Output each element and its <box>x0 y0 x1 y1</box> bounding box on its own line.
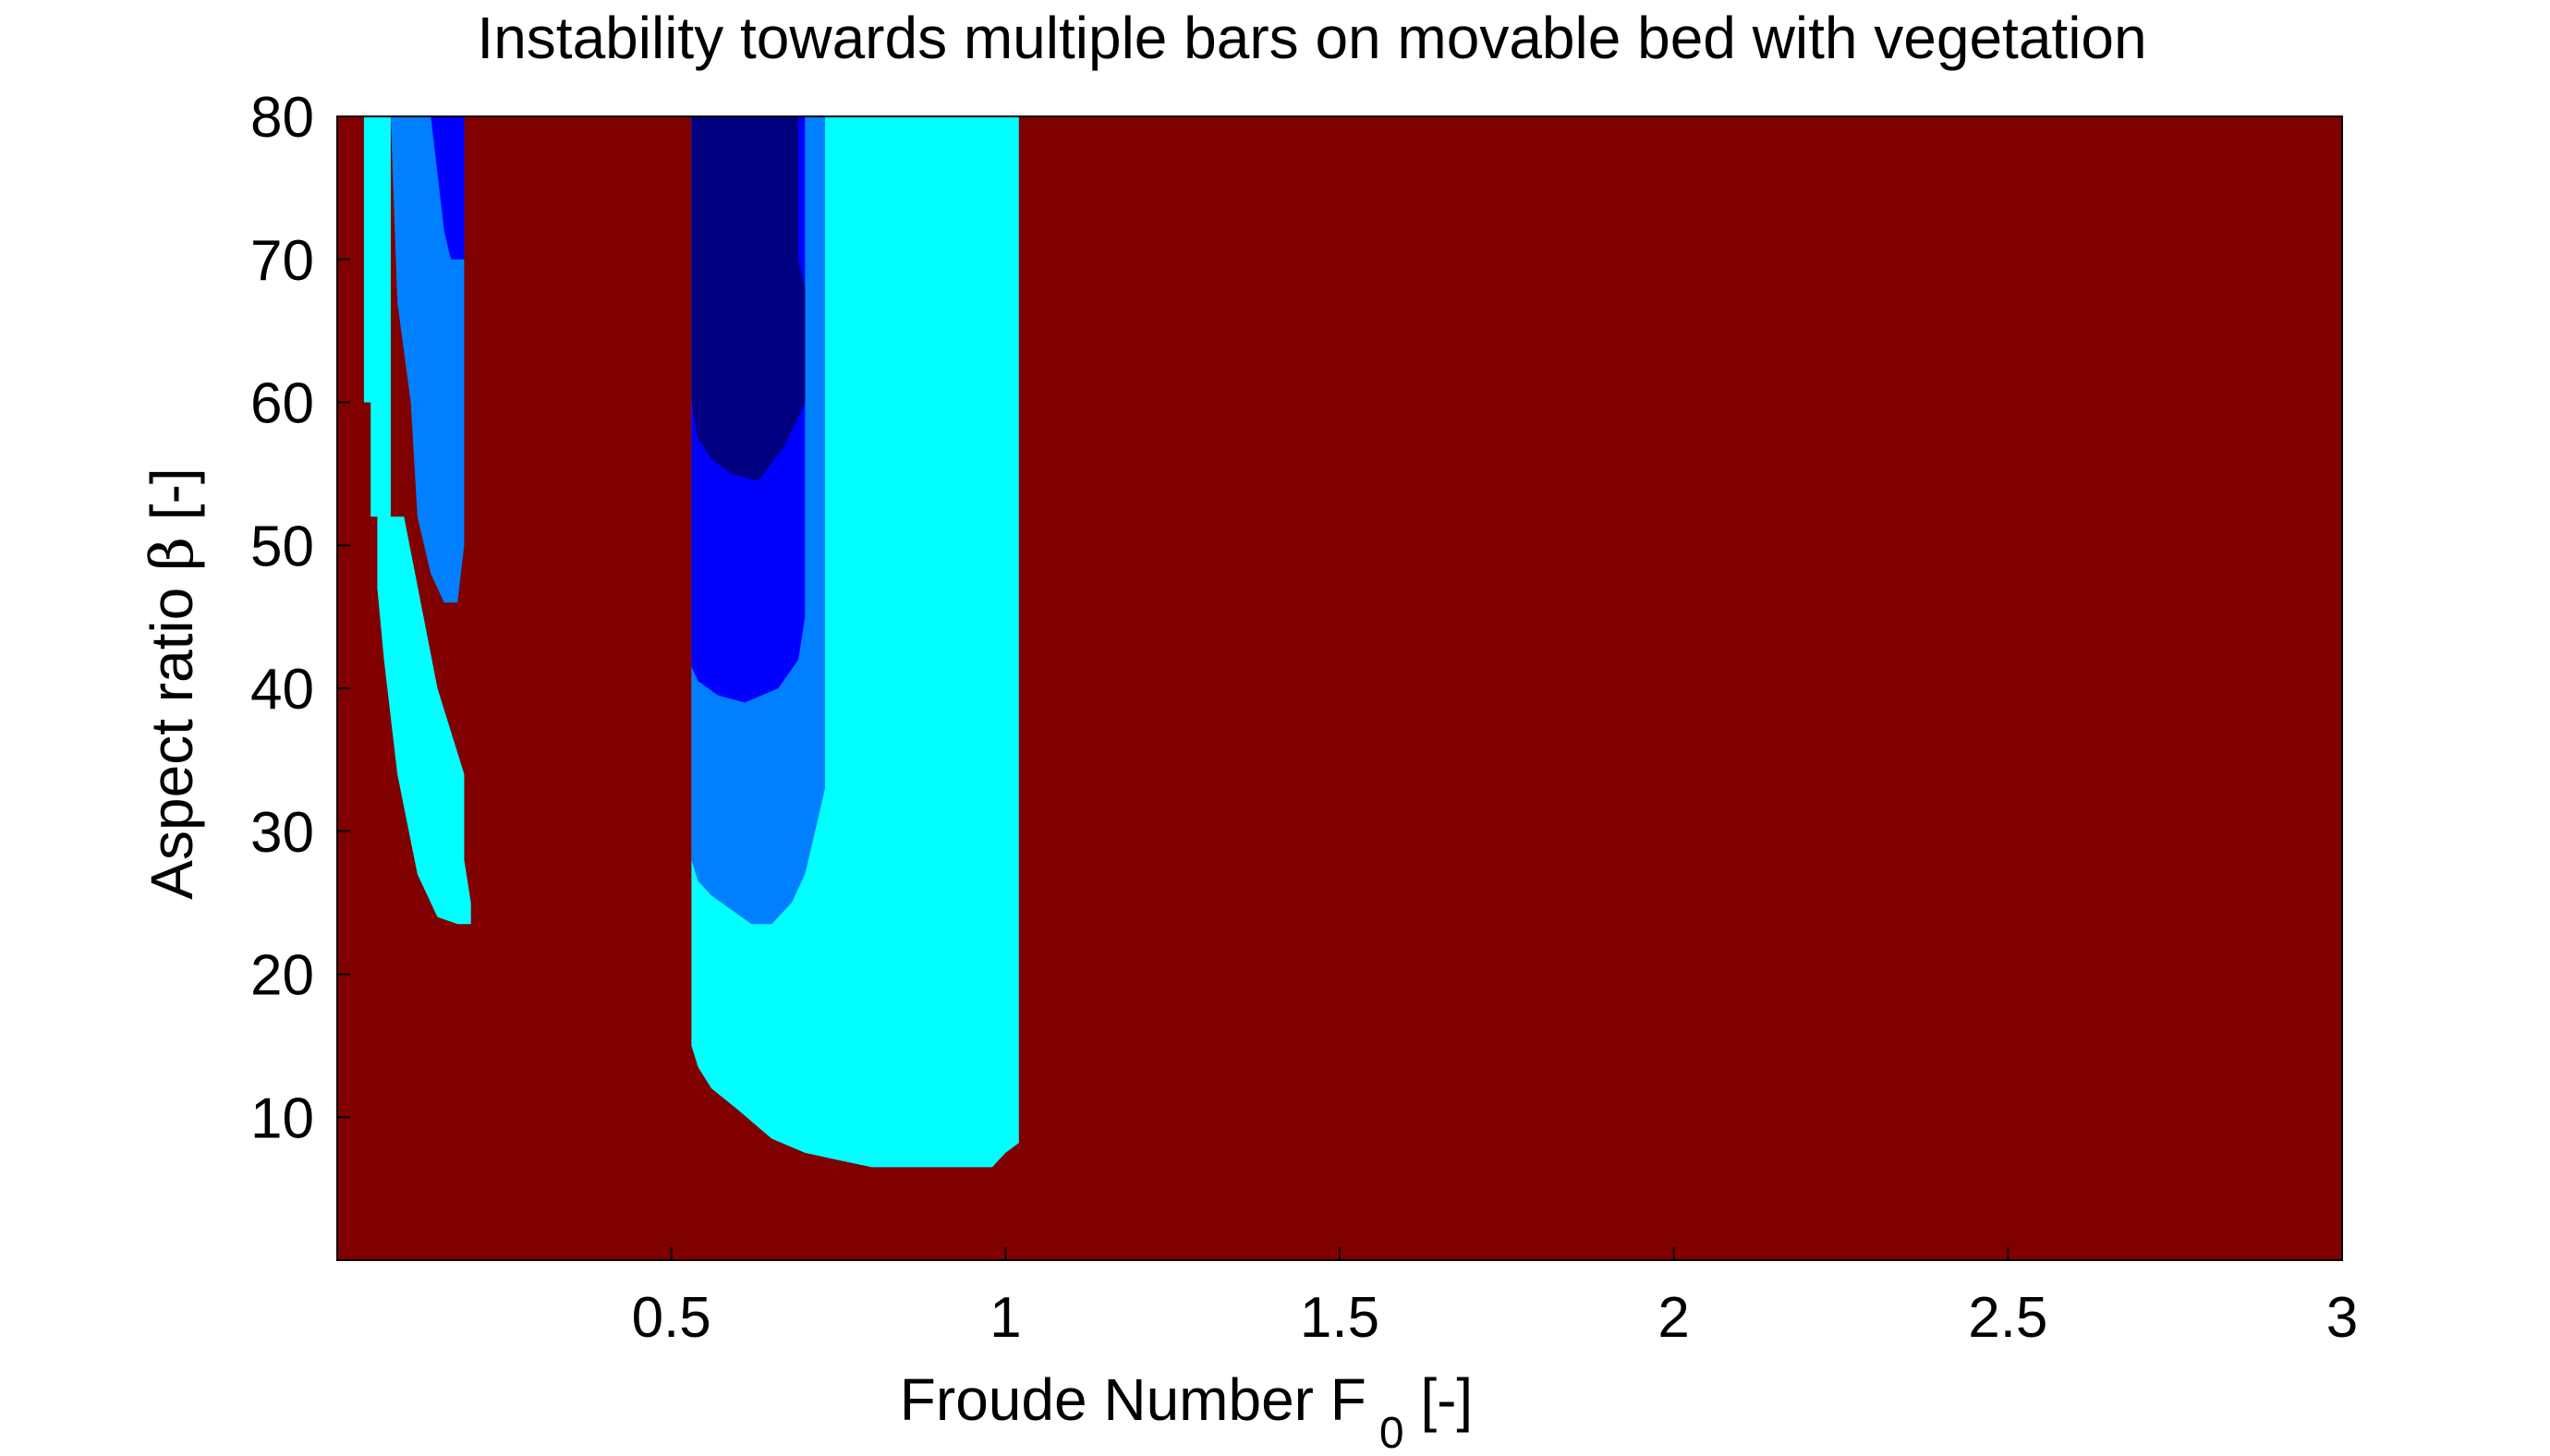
x-axis-label-text: Froude Number F <box>900 1366 1366 1433</box>
left-blue-band <box>431 116 465 260</box>
y-axis-label-suffix: [-] <box>139 467 205 537</box>
left-azure-band <box>390 116 465 603</box>
y-axis-label: Aspect ratio β [-] <box>139 467 207 899</box>
instability-regions <box>363 116 1019 1168</box>
y-tick-label: 60 <box>250 372 314 436</box>
x-tick-label: 2 <box>1658 1286 1689 1350</box>
y-tick-label: 40 <box>250 658 314 722</box>
left-cyan-band <box>363 116 471 925</box>
y-axis-label-text: Aspect ratio <box>139 571 205 900</box>
x-tick-label: 2.5 <box>1968 1286 2047 1350</box>
x-axis-label: Froude Number F 0 [-] <box>900 1366 1473 1456</box>
stable-background <box>337 116 2342 1260</box>
x-axis-label-suffix: [-] <box>1404 1366 1474 1433</box>
x-tick-label: 1.5 <box>1300 1286 1379 1350</box>
x-axis-label-subscript: 0 <box>1379 1409 1404 1456</box>
x-tick-label: 0.5 <box>632 1286 711 1350</box>
y-tick-label: 20 <box>250 944 314 1008</box>
y-tick-label: 10 <box>250 1086 314 1150</box>
y-axis-ticks: 10 20 30 40 50 60 70 80 <box>250 86 350 1150</box>
x-axis-ticks: 0.5 1 1.5 2 2.5 3 <box>632 1247 2358 1350</box>
y-tick-label: 80 <box>250 86 314 150</box>
x-tick-label: 3 <box>2326 1286 2358 1350</box>
y-tick-label: 70 <box>250 229 314 293</box>
y-tick-label: 30 <box>250 801 314 865</box>
y-axis-label-symbol: β <box>139 537 207 571</box>
plot-area <box>336 115 2343 1261</box>
y-tick-label: 50 <box>250 515 314 578</box>
x-tick-label: 1 <box>990 1286 1021 1350</box>
main-navy-region <box>691 116 806 481</box>
chart-title: Instability towards multiple bars on mov… <box>477 5 2146 71</box>
